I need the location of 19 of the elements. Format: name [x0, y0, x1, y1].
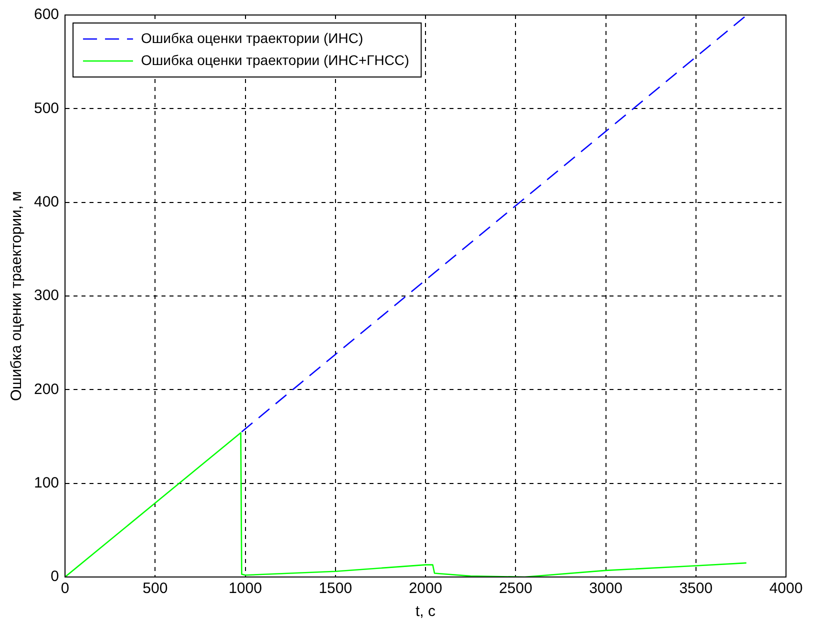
- y-tick-label: 200: [34, 380, 60, 398]
- legend-label: Ошибка оценки траектории (ИНС): [141, 30, 364, 46]
- x-tick-label: 4000: [769, 580, 803, 598]
- y-tick-label: 0: [50, 568, 60, 586]
- x-tick-label: 500: [142, 580, 168, 598]
- y-axis-title: Ошибка оценки траектории, м: [8, 191, 26, 401]
- y-tick-label: 600: [34, 6, 60, 24]
- x-tick-label: 2500: [498, 580, 532, 598]
- x-tick-label: 1000: [228, 580, 262, 598]
- x-tick-label: 2000: [408, 580, 442, 598]
- y-tick-label: 300: [34, 287, 60, 304]
- x-tick-label: 1500: [318, 580, 352, 598]
- y-tick-label: 400: [34, 193, 60, 210]
- y-tick-label: 500: [34, 100, 60, 117]
- x-tick-label: 3500: [679, 580, 713, 598]
- x-axis-title: t, c: [416, 603, 436, 620]
- x-tick-label: 3000: [589, 580, 622, 598]
- y-tick-label: 100: [34, 474, 60, 492]
- legend-label: Ошибка оценки траектории (ИНС+ГНСС): [141, 52, 410, 68]
